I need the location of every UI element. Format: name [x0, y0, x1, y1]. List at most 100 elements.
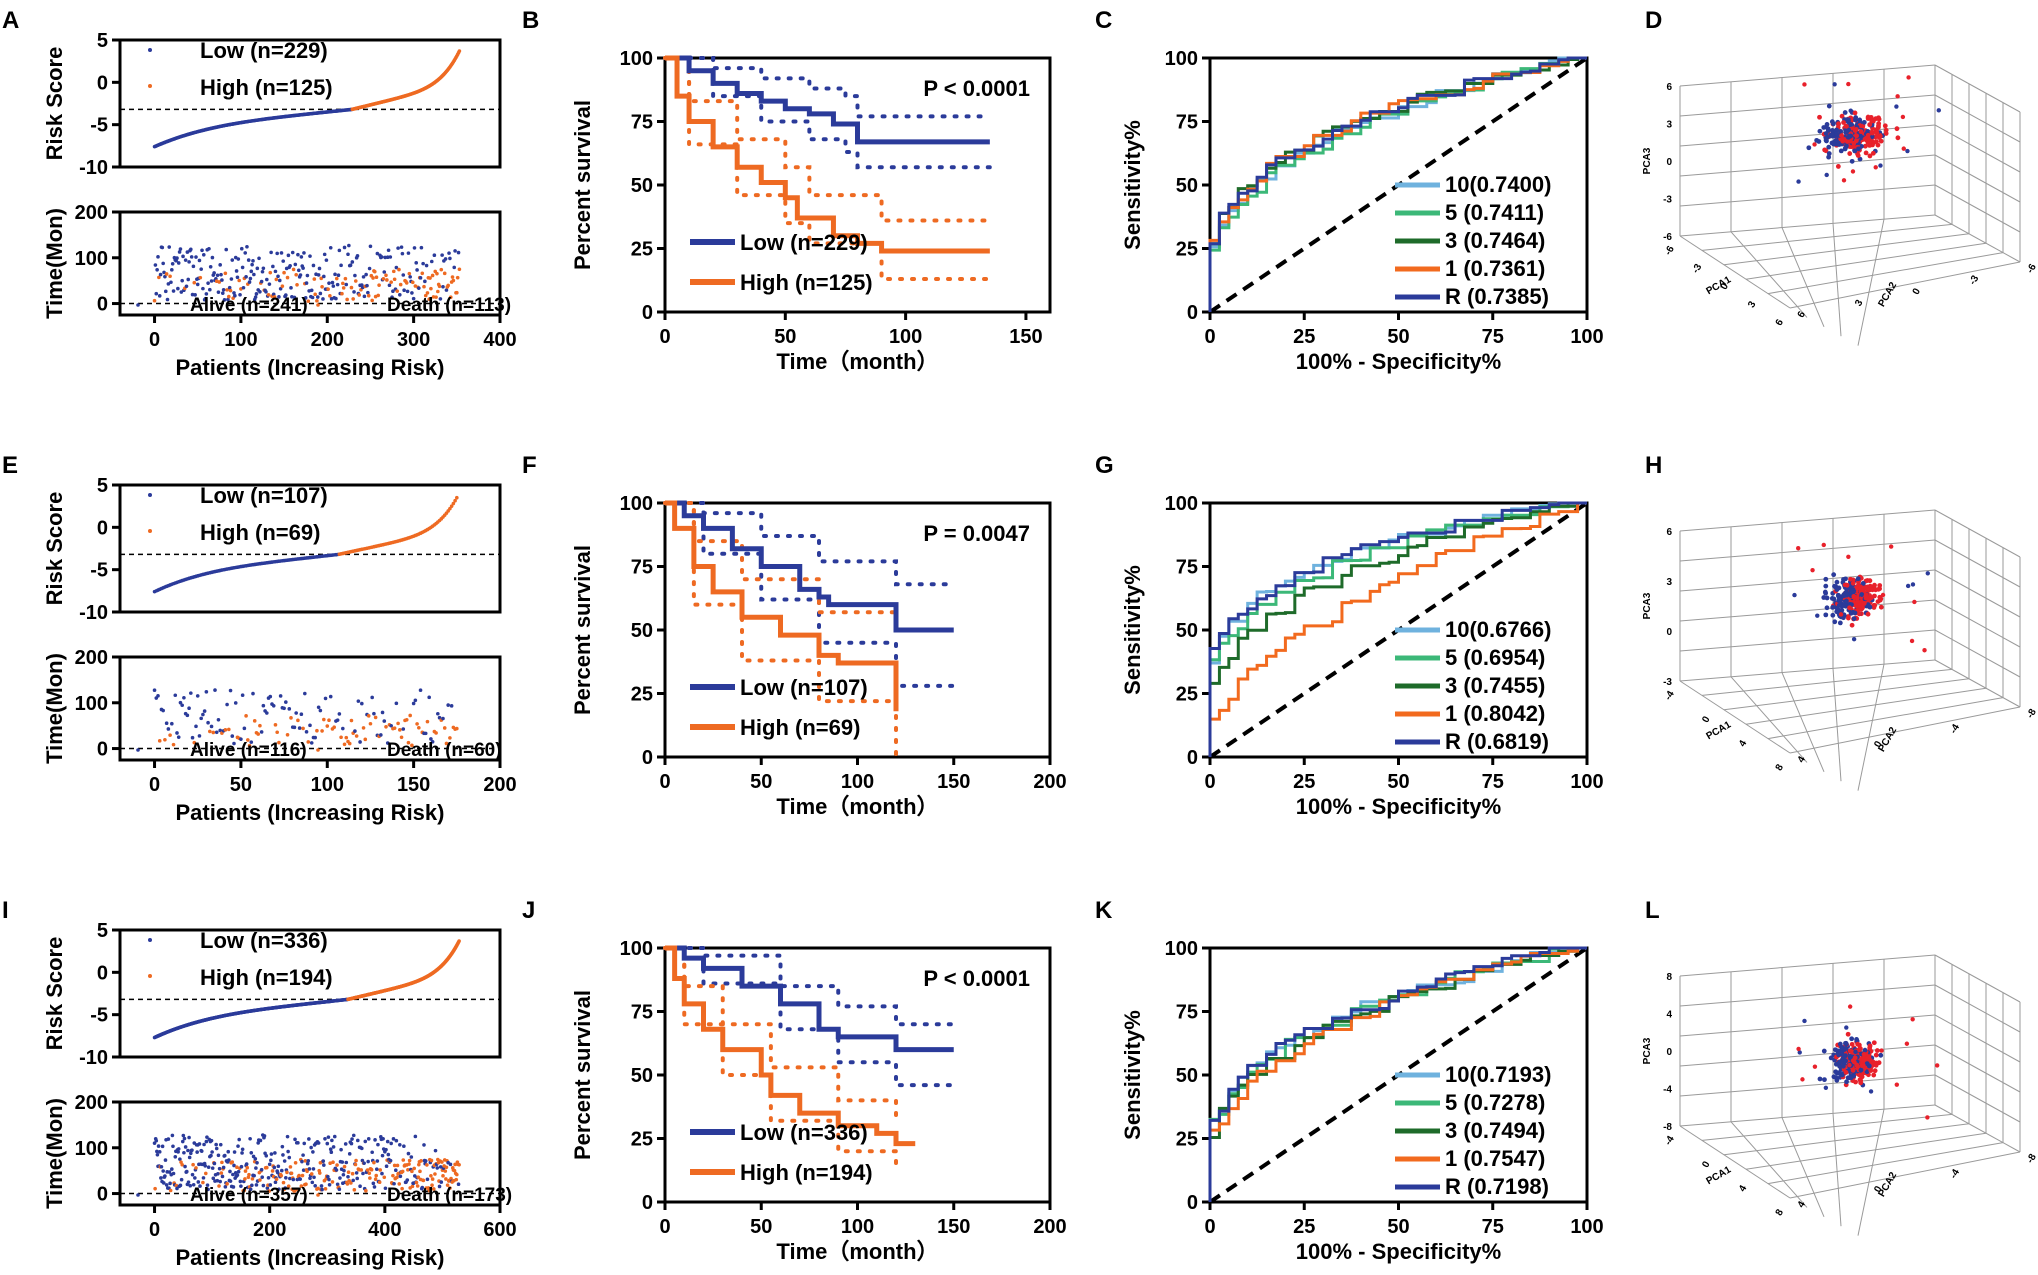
surv-time-point [376, 293, 381, 298]
surv-ytick-label: 0 [97, 739, 108, 761]
pca-outlier [1823, 1085, 1829, 1090]
surv-time-point [405, 289, 410, 294]
risk-ytick-label: -10 [79, 602, 108, 624]
surv-time-point [284, 700, 288, 704]
pca-point [1826, 151, 1832, 156]
surv-time-point [364, 1188, 368, 1193]
pca-grid-line [1934, 184, 2021, 233]
surv-xtick-label: 0 [149, 1219, 160, 1241]
surv-time-point [399, 245, 404, 249]
surv-time-point [366, 293, 371, 298]
pca-grid-line [1934, 539, 2021, 588]
surv-time-point [278, 286, 283, 291]
pca-point [1834, 587, 1840, 592]
surv-time-point [327, 1182, 332, 1187]
surv-time-point [307, 1137, 311, 1141]
surv-time-point [160, 245, 165, 250]
pca-point [1821, 1048, 1827, 1054]
surv-time-point [268, 270, 273, 275]
surv-time-point [388, 1158, 393, 1163]
surv-time-point [381, 1136, 385, 1141]
surv-time-point [287, 1155, 292, 1160]
risk-ytick-label: 0 [97, 72, 108, 94]
surv-time-point [168, 1181, 172, 1186]
surv-time-point [351, 1178, 355, 1183]
surv-time-point [379, 255, 384, 259]
surv-time-point [312, 277, 317, 281]
pca-grid-line [1730, 1121, 1808, 1208]
surv-time-point [219, 1171, 224, 1175]
risk-plot-frame [118, 38, 502, 169]
surv-time-point [435, 271, 439, 276]
surv-time-point [375, 1159, 380, 1163]
roc-xtick-label: 75 [1482, 771, 1504, 793]
surv-time-point [397, 1182, 402, 1186]
km-ytick-label: 25 [631, 684, 653, 706]
surv-time-point [282, 270, 286, 275]
surv-time-point [174, 1183, 179, 1188]
surv-time-point [444, 741, 449, 746]
surv-time-point [176, 261, 181, 265]
surv-time-point [236, 257, 241, 261]
pca-point [1826, 103, 1832, 109]
surv-time-point [194, 255, 198, 259]
surv-time-point [163, 274, 167, 279]
pca-outlier [1894, 1082, 1900, 1087]
surv-time-point [241, 285, 246, 290]
surv-time-point [225, 1182, 229, 1186]
roc-curve-R [1208, 56, 1587, 312]
km-ylabel: Percent survival [570, 990, 595, 1160]
km-high-curve [665, 945, 916, 1147]
surv-time-point [187, 1155, 192, 1160]
pca-point [1842, 602, 1848, 608]
surv-time-point [334, 276, 339, 281]
surv-xtick-label: 200 [253, 1219, 286, 1241]
km-ytick-label: 100 [620, 938, 653, 960]
km-high-ci-upper [663, 501, 898, 632]
surv-time-point [225, 702, 229, 707]
km-xtick-label: 0 [659, 771, 670, 793]
pca-outlier [1905, 148, 1910, 154]
surv-time-point [320, 284, 324, 289]
surv-time-point [353, 1162, 358, 1167]
surv-time-point [331, 1160, 335, 1165]
roc-ytick-label: 50 [1176, 620, 1198, 642]
legend-low-marker [148, 938, 152, 942]
roc-curve-3 [1208, 501, 1587, 757]
roc-legend-entry: 5 (0.7278) [1445, 1090, 1545, 1115]
surv-time-point [170, 1133, 175, 1138]
surv-time-point [248, 276, 253, 281]
surv-time-point [255, 266, 260, 271]
surv-time-point [410, 291, 414, 295]
pca-point [1873, 128, 1879, 134]
pca-point [1872, 1068, 1878, 1074]
risk-legend-high: High (n=194) [200, 965, 333, 990]
surv-time-point [282, 706, 286, 711]
surv-ytick-label: 100 [75, 1138, 108, 1160]
surv-time-point [237, 1137, 241, 1142]
surv-time-point [400, 1186, 404, 1191]
surv-time-point [417, 725, 421, 730]
surv-time-point [448, 295, 453, 300]
surv-time-point [164, 721, 169, 726]
surv-time-point [422, 284, 426, 289]
surv-time-point [158, 272, 163, 277]
surv-xtick-label: 50 [230, 774, 252, 796]
surv-time-point [199, 1149, 204, 1153]
surv-time-point [161, 1181, 166, 1185]
surv-time-point [347, 741, 352, 746]
pca-grid-line [1679, 680, 1791, 754]
roc-legend-entry: 3 (0.7494) [1445, 1118, 1545, 1143]
pca-point [1840, 138, 1846, 144]
surv-time-point [167, 245, 172, 249]
surv-time-point [210, 1166, 215, 1170]
surv-time-point [374, 1173, 379, 1178]
km-ytick-label: 50 [631, 175, 653, 197]
roc-ytick-label: 25 [1176, 1129, 1198, 1151]
surv-time-point [300, 1173, 305, 1178]
surv-time-point [261, 266, 266, 271]
pca-ytick-label: 0 [1872, 739, 1885, 750]
surv-time-point [204, 1139, 209, 1144]
pca-point [1843, 598, 1849, 604]
pca-z-label: PCA3 [1642, 147, 1653, 174]
